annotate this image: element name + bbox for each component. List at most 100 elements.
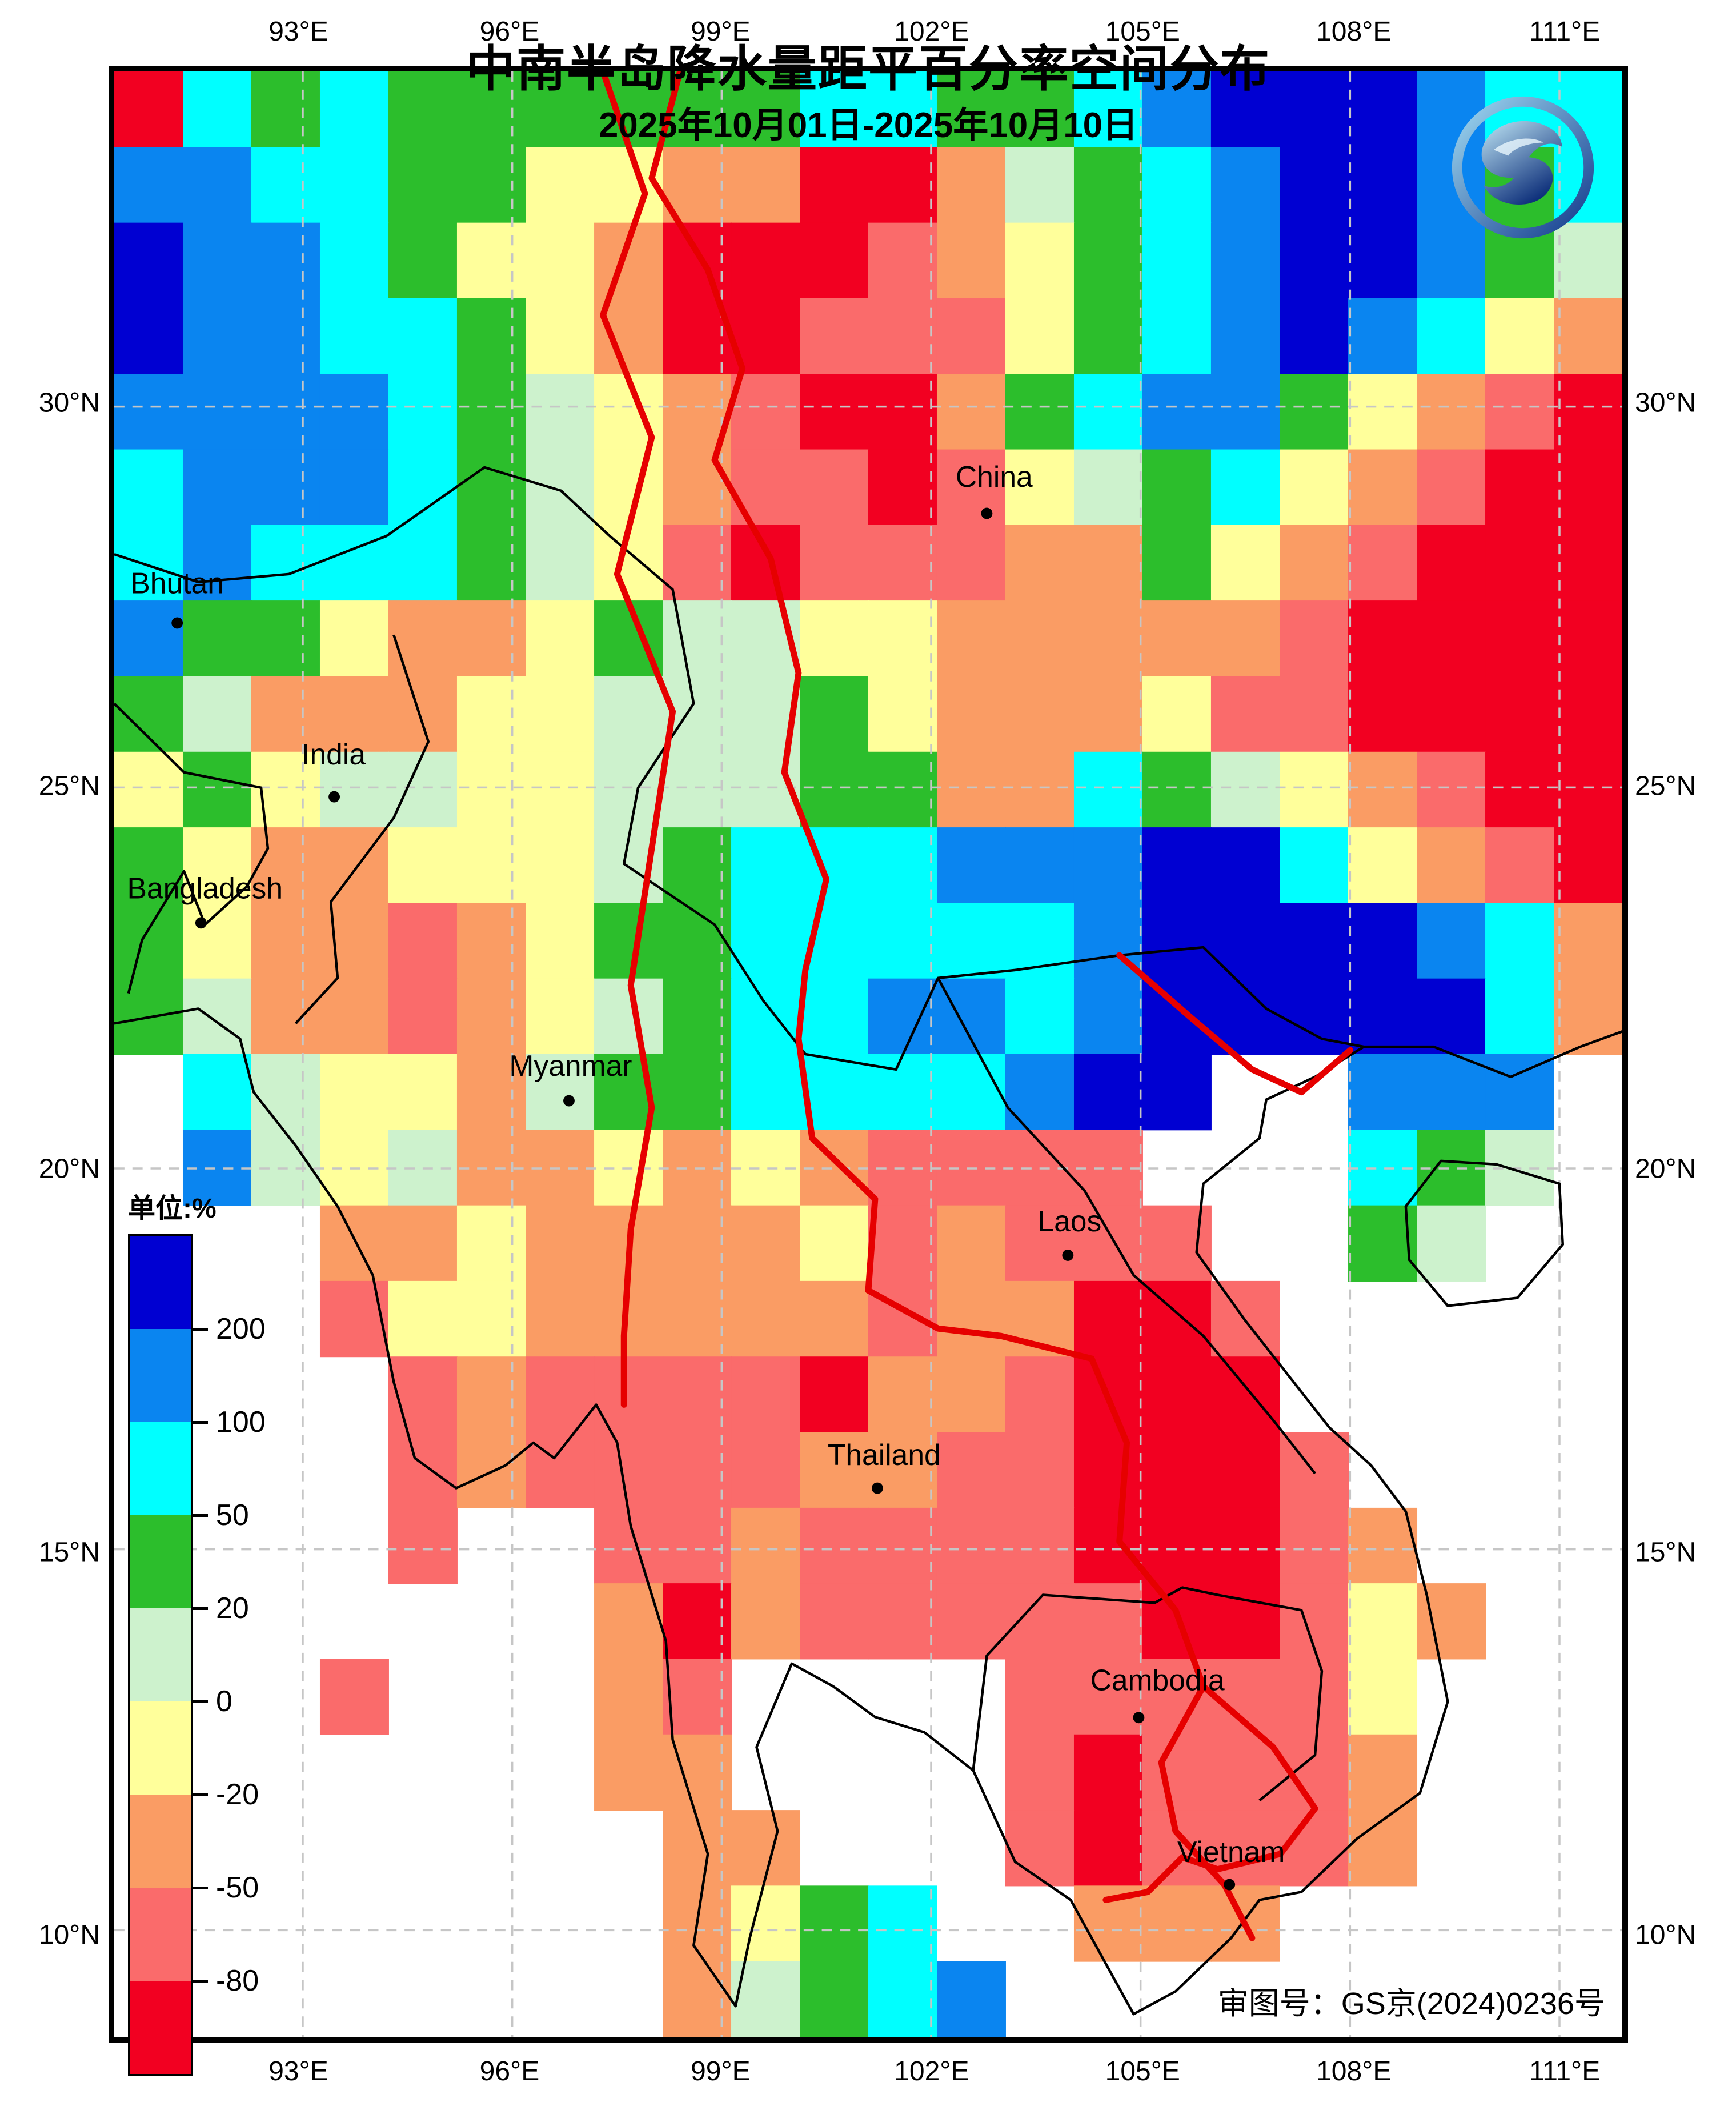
grid-cell bbox=[936, 903, 1006, 979]
grid-cell bbox=[1073, 1507, 1143, 1584]
lon-tick-label-top: 108°E bbox=[1316, 17, 1392, 47]
grid-cell bbox=[1554, 827, 1622, 904]
grid-cell bbox=[388, 978, 458, 1055]
grid-cell bbox=[800, 978, 869, 1055]
grid-cell bbox=[1142, 978, 1212, 1055]
grid-cell bbox=[526, 1280, 595, 1358]
grid-cell bbox=[1348, 449, 1418, 526]
northeast-red-border bbox=[1116, 952, 1354, 1096]
grid-cell bbox=[936, 298, 1006, 375]
lat-tick-label-right: 15°N bbox=[1635, 1537, 1697, 1568]
grid-cell bbox=[1348, 71, 1418, 148]
lon-tick-label-top: 102°E bbox=[894, 17, 969, 47]
grid-cell bbox=[456, 751, 526, 828]
grid-cell bbox=[1210, 1507, 1280, 1584]
grid-cell bbox=[526, 374, 595, 450]
grid-cell bbox=[1554, 751, 1622, 828]
city-dot-myanmar bbox=[563, 1095, 575, 1107]
grid-cell bbox=[1348, 298, 1418, 375]
grid-cell bbox=[1142, 147, 1212, 223]
grid-cell bbox=[1210, 298, 1280, 375]
grid-cell bbox=[526, 222, 595, 299]
grid-cell bbox=[1417, 525, 1486, 602]
grid-cell bbox=[1417, 676, 1486, 752]
legend-tick-mark bbox=[193, 1793, 208, 1796]
grid-cell bbox=[182, 600, 252, 677]
grid-cell bbox=[1348, 600, 1418, 677]
lat-tick-label-left: 15°N bbox=[38, 1537, 100, 1568]
grid-cell bbox=[936, 1432, 1006, 1508]
grid-cell bbox=[1142, 827, 1212, 904]
grid-cell bbox=[663, 1205, 732, 1282]
grid-cell bbox=[1280, 1659, 1349, 1735]
grid-cell bbox=[251, 71, 320, 148]
grid-cell bbox=[1073, 978, 1143, 1055]
grid-cell bbox=[1073, 1810, 1143, 1887]
grid-cell bbox=[1142, 1054, 1212, 1131]
grid-cell bbox=[1485, 600, 1555, 677]
legend-color-box bbox=[130, 1236, 191, 1329]
grid-cell bbox=[388, 751, 458, 828]
grid-cell bbox=[800, 449, 869, 526]
grid-cell bbox=[663, 1356, 732, 1433]
grid-cell bbox=[1210, 449, 1280, 526]
salween-line bbox=[600, 71, 676, 1408]
grid-cell bbox=[1142, 449, 1212, 526]
grid-cell bbox=[800, 1507, 869, 1584]
grid-cell bbox=[388, 449, 458, 526]
grid-cell bbox=[800, 222, 869, 299]
grid-cell bbox=[1485, 978, 1555, 1055]
grid-cell bbox=[1142, 676, 1212, 752]
grid-cell bbox=[731, 374, 801, 450]
grid-cell bbox=[1210, 600, 1280, 677]
grid-cell bbox=[319, 222, 389, 299]
grid-cell bbox=[663, 903, 732, 979]
grid-cell bbox=[1073, 525, 1143, 602]
grid-cell bbox=[456, 1356, 526, 1433]
grid-cell bbox=[936, 1054, 1006, 1131]
india-myanmar-border bbox=[294, 634, 430, 1024]
grid-cell bbox=[868, 751, 937, 828]
grid-cell bbox=[936, 827, 1006, 904]
grid-cell bbox=[319, 71, 389, 148]
grid-cell bbox=[1073, 1583, 1143, 1660]
grid-cell bbox=[456, 903, 526, 979]
grid-cell bbox=[526, 298, 595, 375]
country-label-laos: Laos bbox=[1037, 1204, 1101, 1238]
grid-cell bbox=[800, 71, 869, 148]
grid-cell bbox=[1142, 298, 1212, 375]
legend-color-box bbox=[130, 1422, 191, 1515]
grid-cell bbox=[868, 903, 937, 979]
grid-cell bbox=[319, 449, 389, 526]
grid-cell bbox=[1417, 751, 1486, 828]
grid-cell bbox=[388, 222, 458, 299]
grid-cell bbox=[731, 1507, 801, 1584]
grid-cell bbox=[388, 903, 458, 979]
grid-cell bbox=[868, 71, 937, 148]
grid-cell bbox=[456, 827, 526, 904]
grid-cell bbox=[1417, 374, 1486, 450]
grid-cell bbox=[1005, 525, 1075, 602]
grid-cell bbox=[1210, 903, 1280, 979]
grid-cell bbox=[731, 827, 801, 904]
grid-cell bbox=[1142, 1734, 1212, 1811]
grid-cell bbox=[114, 222, 183, 299]
grid-cell bbox=[868, 1885, 937, 1962]
lon-tick-label-bottom: 108°E bbox=[1316, 2056, 1392, 2087]
country-label-india: India bbox=[302, 738, 366, 771]
grid-cell bbox=[251, 903, 320, 979]
city-dot-cambodia bbox=[1133, 1712, 1145, 1724]
grid-cell bbox=[114, 525, 183, 602]
grid-cell bbox=[456, 978, 526, 1055]
grid-cell bbox=[1280, 978, 1349, 1055]
grid-cell bbox=[1485, 374, 1555, 450]
lon-tick-label-bottom: 105°E bbox=[1105, 2056, 1180, 2087]
grid-cell bbox=[1005, 1810, 1075, 1887]
grid-cell bbox=[388, 1432, 458, 1508]
grid-cell bbox=[1280, 374, 1349, 450]
grid-cell bbox=[114, 600, 183, 677]
date-range: 2025年10月01日-2025年10月10日 bbox=[598, 106, 1138, 145]
grid-cell bbox=[182, 71, 252, 148]
grid-cell bbox=[388, 1507, 458, 1584]
grid-cell bbox=[800, 298, 869, 375]
